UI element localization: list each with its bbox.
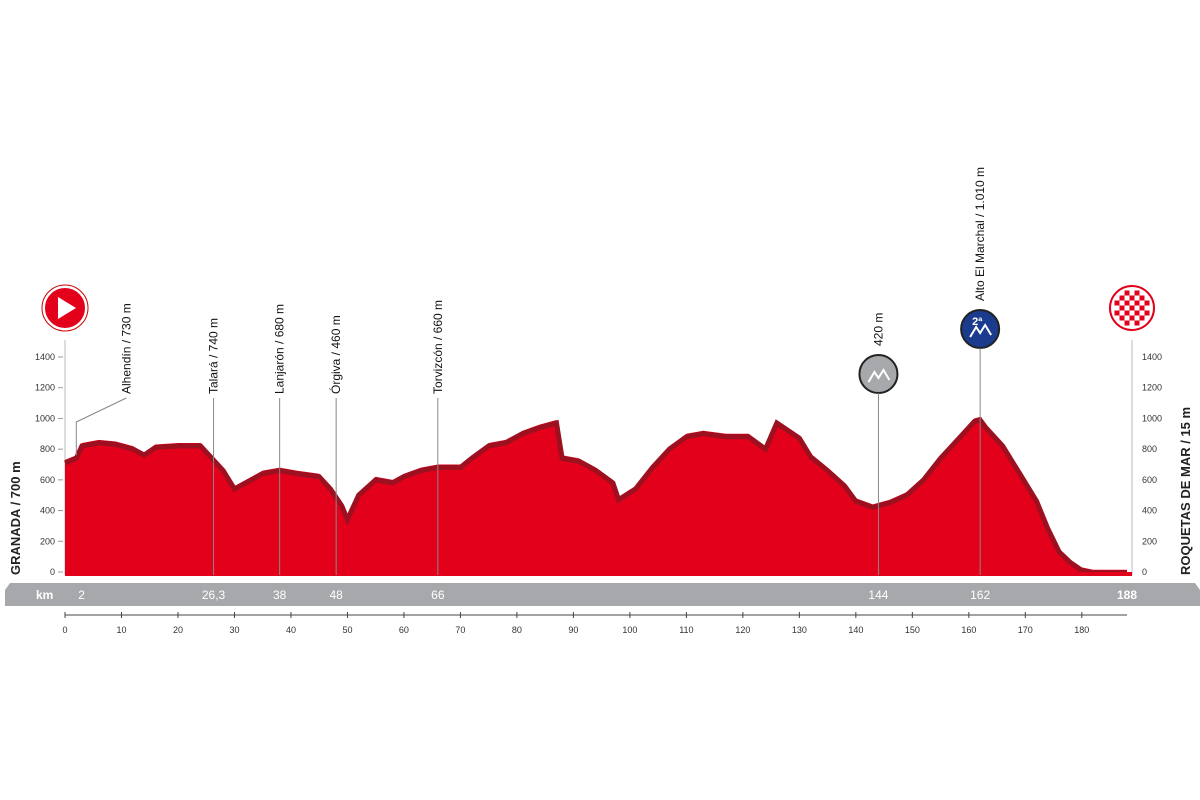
finish-check	[1119, 305, 1125, 311]
badge-label: 2ª	[972, 316, 983, 328]
y-tick-label: 0	[50, 567, 55, 577]
x-tick-label: 130	[792, 625, 807, 635]
km-marker: 2	[78, 588, 85, 602]
climb-badge: 2ª	[960, 309, 1001, 349]
y-tick-label: 800	[40, 444, 55, 454]
place-label: Órgiva / 460 m	[328, 315, 343, 394]
finish-check	[1129, 315, 1135, 321]
badge-mountain	[867, 368, 891, 383]
x-tick-label: 170	[1018, 625, 1033, 635]
km-marker: 144	[868, 588, 888, 602]
finish-check	[1139, 305, 1145, 311]
finish-check	[1144, 300, 1150, 306]
x-tick-label: 40	[286, 625, 296, 635]
finish-check	[1134, 290, 1140, 296]
place-label: Alto El Marchal / 1.010 m	[973, 167, 987, 301]
start-icon	[41, 284, 89, 332]
x-tick-label: 140	[848, 625, 863, 635]
km-marker: 38	[273, 588, 287, 602]
finish-check	[1144, 310, 1150, 316]
finish-check	[1129, 295, 1135, 301]
y-tick-label: 1400	[35, 352, 55, 362]
profile-base	[65, 572, 1132, 576]
x-tick-label: 10	[116, 625, 126, 635]
y-tick-label-right: 1400	[1142, 352, 1162, 362]
sprint-badge	[858, 354, 899, 394]
x-tick-label: 70	[455, 625, 465, 635]
x-tick-label: 20	[173, 625, 183, 635]
y-tick-label: 1000	[35, 413, 55, 423]
badge-mountain	[969, 323, 992, 338]
x-tick-label: 110	[679, 625, 693, 635]
finish-check	[1124, 290, 1130, 296]
x-tick-label: 0	[62, 625, 67, 635]
finish-check	[1134, 310, 1140, 316]
km-marker: 162	[970, 588, 990, 602]
finish-check	[1129, 305, 1135, 311]
y-tick-label: 1200	[35, 383, 55, 393]
y-tick-label-right: 200	[1142, 536, 1157, 546]
x-tick-label: 120	[735, 625, 750, 635]
place-label: Lanjarón / 680 m	[273, 304, 287, 394]
finish-check	[1134, 300, 1140, 306]
y-tick-label-right: 400	[1142, 506, 1157, 516]
finish-check	[1134, 320, 1140, 326]
x-tick-label: 100	[622, 625, 637, 635]
profile-ridge	[64, 417, 1127, 576]
y-tick-label-right: 1000	[1142, 413, 1162, 423]
place-label: 420 m	[871, 313, 885, 346]
y-tick-label: 600	[40, 475, 55, 485]
y-tick-label-right: 1200	[1142, 383, 1162, 393]
y-tick-label-right: 800	[1142, 444, 1157, 454]
place-label: Talará / 740 m	[207, 318, 221, 394]
finish-check	[1124, 320, 1130, 326]
x-tick-label: 150	[905, 625, 920, 635]
km-band	[5, 583, 1200, 606]
badge-circle	[858, 354, 899, 394]
place-label: Alhendín / 730 m	[119, 303, 133, 394]
y-tick-label-right: 0	[1142, 567, 1147, 577]
x-tick-label: 180	[1074, 625, 1089, 635]
km-marker: 66	[431, 588, 445, 602]
km-marker: 48	[329, 588, 343, 602]
x-tick-label: 90	[568, 625, 578, 635]
finish-label: ROQUETAS DE MAR / 15 m	[1178, 407, 1193, 575]
finish-check	[1119, 295, 1125, 301]
y-tick-label: 200	[40, 536, 55, 546]
y-tick-label: 400	[40, 506, 55, 516]
finish-check	[1114, 300, 1120, 306]
x-tick-label: 60	[399, 625, 409, 635]
km-header: km	[36, 588, 53, 602]
place-label: Torvizcón / 660 m	[431, 300, 445, 394]
finish-check	[1139, 295, 1145, 301]
x-tick-label: 160	[961, 625, 976, 635]
marker-line	[75, 397, 127, 456]
x-tick-label: 30	[229, 625, 239, 635]
y-tick-label-right: 600	[1142, 475, 1157, 485]
x-tick-label: 80	[512, 625, 522, 635]
finish-icon	[1109, 285, 1155, 331]
finish-check	[1124, 310, 1130, 316]
finish-check	[1139, 315, 1145, 321]
finish-check	[1119, 315, 1125, 321]
profile-area	[65, 416, 1127, 572]
start-label: GRANADA / 700 m	[8, 461, 23, 575]
km-marker: 188	[1117, 588, 1137, 602]
x-tick-label: 50	[342, 625, 352, 635]
km-marker: 26,3	[202, 588, 226, 602]
finish-check	[1114, 310, 1120, 316]
finish-check	[1124, 300, 1130, 306]
